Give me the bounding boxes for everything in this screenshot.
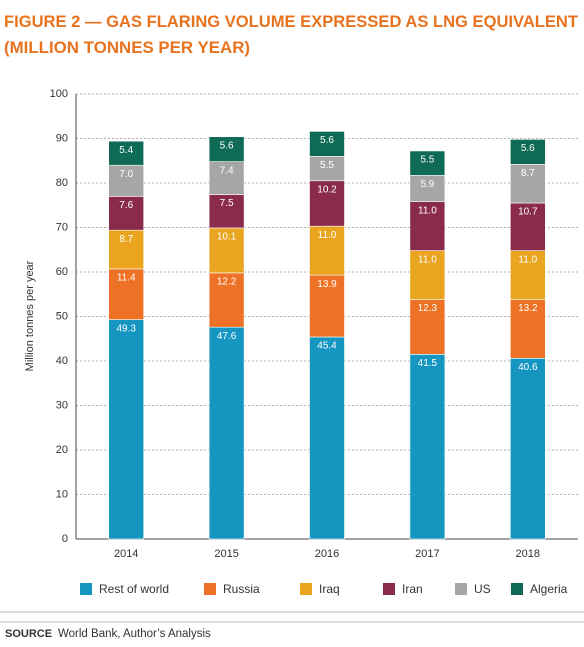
legend-swatch [383, 583, 395, 595]
x-tick-label: 2014 [114, 548, 138, 560]
data-label: 5.6 [521, 143, 535, 154]
y-tick-label: 90 [56, 132, 68, 144]
y-tick-label: 10 [56, 488, 68, 500]
y-axis-label: Million tonnes per year [24, 260, 36, 371]
legend-swatch [300, 583, 312, 595]
legend-label: Iran [402, 582, 423, 596]
y-tick-label: 50 [56, 310, 68, 322]
chart-title: (MILLION TONNES PER YEAR) [4, 38, 250, 57]
y-tick-label: 30 [56, 399, 68, 411]
bar-segment [208, 194, 245, 229]
bar-segment [309, 336, 345, 540]
x-tick-label: 2016 [315, 548, 339, 560]
bar-segment [309, 180, 345, 227]
legend-swatch [80, 583, 92, 595]
bar-segment [309, 131, 345, 157]
bar-segment [108, 319, 144, 540]
data-label: 11.0 [418, 254, 437, 265]
chart-title: FIGURE 2 — GAS FLARING VOLUME EXPRESSED … [4, 12, 579, 31]
data-label: 7.5 [220, 198, 234, 209]
data-label: 10.7 [518, 207, 538, 218]
y-tick-label: 100 [50, 88, 68, 100]
data-label: 5.6 [220, 140, 234, 151]
data-label: 13.9 [317, 279, 337, 290]
data-label: 11.0 [418, 205, 437, 216]
x-tick-label: 2017 [415, 548, 439, 560]
legend-swatch [204, 583, 216, 595]
bar-segment [108, 268, 144, 320]
bar-segment [108, 164, 144, 197]
data-label: 41.5 [418, 358, 438, 369]
data-label: 10.2 [317, 184, 337, 195]
bar-segment [108, 229, 144, 270]
data-label: 5.6 [320, 135, 334, 146]
x-tick-label: 2018 [516, 548, 540, 560]
source-text: World Bank, Author’s Analysis [58, 628, 211, 640]
bar-segment [509, 299, 546, 359]
bar-segment [509, 250, 546, 300]
bar-segment [509, 164, 546, 204]
data-label: 10.1 [217, 232, 237, 243]
data-label: 5.5 [320, 160, 334, 171]
data-label: 45.4 [317, 341, 337, 352]
data-label: 8.7 [119, 234, 133, 245]
legend-label: US [474, 582, 491, 596]
y-tick-label: 80 [56, 177, 68, 189]
y-tick-label: 20 [56, 444, 68, 456]
legend-label: Iraq [319, 582, 340, 596]
bar-segment [509, 139, 546, 165]
x-tick-label: 2015 [214, 548, 238, 560]
bar-segment [409, 201, 446, 251]
y-tick-label: 60 [56, 266, 68, 278]
data-label: 5.4 [119, 145, 133, 156]
data-label: 13.2 [518, 303, 538, 314]
bar-segment [409, 175, 446, 202]
y-tick-label: 0 [62, 533, 68, 545]
legend-label: Russia [223, 582, 260, 596]
bar-segment [509, 358, 546, 540]
y-tick-label: 70 [56, 221, 68, 233]
data-label: 7.6 [119, 200, 133, 211]
data-label: 7.0 [119, 169, 133, 180]
bar-segment [309, 225, 345, 276]
data-label: 47.6 [217, 331, 237, 342]
bar-segment [208, 227, 245, 274]
bar-segment [208, 326, 245, 540]
data-label: 5.5 [420, 155, 434, 166]
y-tick-label: 40 [56, 355, 68, 367]
data-label: 12.3 [418, 303, 438, 314]
source-label: SOURCE [5, 628, 52, 640]
data-label: 11.0 [318, 230, 337, 241]
data-label: 8.7 [521, 168, 535, 179]
data-label: 7.4 [220, 165, 234, 176]
data-label: 49.3 [116, 323, 136, 334]
bar-segment [208, 161, 245, 195]
data-label: 40.6 [518, 362, 538, 373]
legend-label: Rest of world [99, 582, 169, 596]
legend-swatch [511, 583, 523, 595]
data-label: 11.4 [117, 273, 136, 284]
bar-segment [208, 136, 245, 162]
bar-segment [309, 274, 345, 338]
bar-segment [409, 150, 446, 176]
bar-segment [108, 140, 144, 166]
data-label: 5.9 [420, 179, 434, 190]
bar-segment [409, 354, 446, 540]
bar-segment [409, 299, 446, 355]
bar-segment [409, 250, 446, 300]
legend-label: Algeria [530, 582, 568, 596]
legend-swatch [455, 583, 467, 595]
data-label: 12.2 [217, 277, 237, 288]
bar-segment [208, 272, 245, 328]
data-label: 11.0 [518, 254, 537, 265]
